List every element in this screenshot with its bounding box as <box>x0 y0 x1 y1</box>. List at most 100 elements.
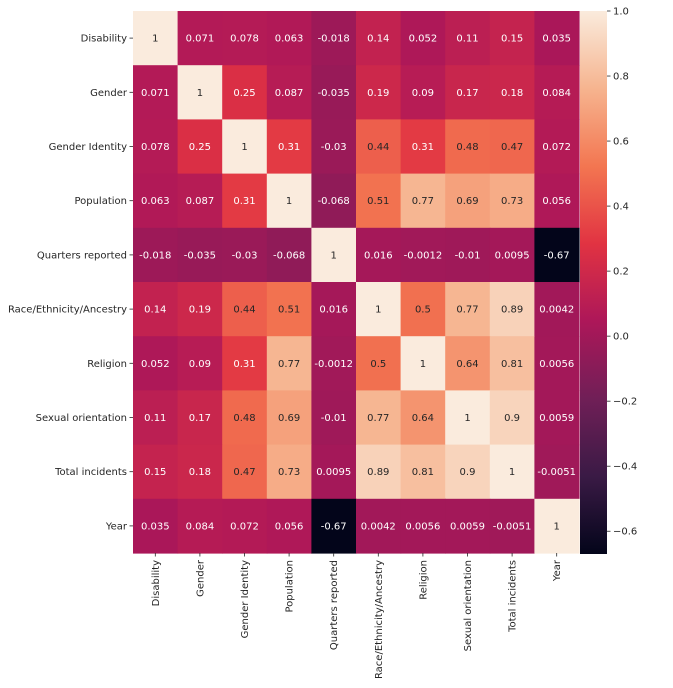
heatmap-cell <box>445 282 491 337</box>
y-tick-label: Total incidents <box>54 467 127 478</box>
heatmap-cell <box>177 282 223 337</box>
cell-value-label: 0.69 <box>278 413 300 424</box>
cell-value-label: 0.19 <box>367 88 389 99</box>
cell-value-label: -0.068 <box>273 250 305 261</box>
cell-value-label: 0.11 <box>144 413 166 424</box>
cell-value-label: -0.035 <box>184 250 216 261</box>
heatmap-cell <box>534 11 580 66</box>
heatmap-cell <box>133 390 179 446</box>
heatmap-cell <box>311 282 357 337</box>
heatmap-cell <box>489 11 535 66</box>
x-tick-label: Disability <box>151 560 162 606</box>
heatmap-cell <box>266 227 312 283</box>
heatmap-cell <box>133 119 179 175</box>
colorbar-tick-label: −0.2 <box>613 397 637 408</box>
heatmap-cell <box>222 119 268 175</box>
cell-value-label: 0.15 <box>501 34 523 45</box>
cell-value-label: 0.14 <box>367 34 389 45</box>
heatmap-cell <box>356 336 402 391</box>
cell-value-label: 1 <box>509 467 515 478</box>
x-tick-label: Gender <box>195 559 206 597</box>
cell-value-label: -0.0012 <box>314 359 353 370</box>
cell-value-label: 0.15 <box>144 467 166 478</box>
cell-value-label: 0.087 <box>186 196 215 207</box>
cell-value-label: -0.03 <box>232 250 258 261</box>
heatmap-cell <box>400 11 446 66</box>
heatmap-cell <box>445 390 491 446</box>
heatmap-cell <box>489 173 535 229</box>
y-tick-label: Disability <box>81 34 127 45</box>
heatmap-cell <box>445 444 491 500</box>
cell-value-label: 0.035 <box>141 521 170 532</box>
heatmap-cell <box>400 336 446 391</box>
cell-value-label: 0.51 <box>278 305 300 316</box>
cell-value-label: 0.0059 <box>539 413 574 424</box>
cell-value-label: 0.89 <box>367 467 389 478</box>
heatmap-cell <box>177 336 223 391</box>
cell-value-label: 0.47 <box>501 142 523 153</box>
heatmap-cell <box>534 498 580 554</box>
x-tick-label: Gender Identity <box>240 560 251 638</box>
heatmap-cell <box>222 11 268 66</box>
cell-value-label: 0.77 <box>412 196 434 207</box>
cell-value-label: 0.31 <box>412 142 434 153</box>
heatmap-cell <box>133 336 179 391</box>
colorbar-tick-label: −0.6 <box>613 527 637 538</box>
cell-value-label: -0.018 <box>318 34 350 45</box>
heatmap-cell <box>311 444 357 500</box>
x-tick-label: Total incidents <box>508 560 519 633</box>
heatmap-cell <box>222 65 268 120</box>
y-tick-label: Gender <box>90 88 128 99</box>
colorbar-ticks: −0.6 −0.4 −0.2 0.0 0.2 0.4 0.6 0.8 1.0 <box>607 7 637 538</box>
cell-value-label: 0.9 <box>504 413 520 424</box>
cell-value-label: 0.47 <box>233 467 255 478</box>
cell-value-label: 0.44 <box>367 142 389 153</box>
cell-value-label: 0.071 <box>141 88 170 99</box>
heatmap-cell <box>356 65 402 120</box>
heatmap-cell <box>177 65 223 120</box>
heatmap-cell <box>222 227 268 283</box>
heatmap-cell <box>445 227 491 283</box>
cell-value-label: 1 <box>241 142 247 153</box>
heatmap-cell <box>222 173 268 229</box>
cell-value-label: 1 <box>197 88 203 99</box>
heatmap-cell <box>311 390 357 446</box>
heatmap-cell <box>400 390 446 446</box>
cell-value-label: -0.67 <box>544 250 570 261</box>
cell-value-label: 0.64 <box>456 359 478 370</box>
cell-value-label: 0.063 <box>141 196 170 207</box>
cell-value-label: 0.5 <box>415 305 431 316</box>
cell-value-label: 0.81 <box>412 467 434 478</box>
cell-value-label: 0.64 <box>412 413 434 424</box>
heatmap-cell-labels: 1 0.071 0.078 0.063 -0.018 0.14 0.052 0.11 0.15 0… <box>139 34 576 533</box>
heatmap-cell <box>177 119 223 175</box>
cell-value-label: 0.73 <box>278 467 300 478</box>
heatmap-cell <box>400 173 446 229</box>
cell-value-label: 0.0059 <box>450 521 485 532</box>
cell-value-label: 0.09 <box>412 88 434 99</box>
heatmap-cell <box>400 227 446 283</box>
heatmap-cell <box>177 11 223 66</box>
heatmap-cell <box>489 119 535 175</box>
heatmap-cell <box>489 282 535 337</box>
heatmap-cell <box>356 227 402 283</box>
x-tick-label: Population <box>285 560 296 613</box>
colorbar-tick-label: 0.0 <box>613 332 629 343</box>
colorbar-tick-label: 1.0 <box>613 7 629 18</box>
cell-value-label: 0.31 <box>278 142 300 153</box>
x-tick-label: Quarters reported <box>329 560 340 650</box>
heatmap-cell <box>266 390 312 446</box>
heatmap-cell <box>222 282 268 337</box>
cell-value-label: 0.9 <box>460 467 476 478</box>
cell-value-label: 0.087 <box>275 88 304 99</box>
cell-value-label: 0.81 <box>501 359 523 370</box>
heatmap-cell <box>133 173 179 229</box>
colorbar-tick-label: 0.4 <box>613 202 629 213</box>
heatmap-cell <box>222 444 268 500</box>
cell-value-label: -0.018 <box>139 250 171 261</box>
cell-value-label: 0.016 <box>319 305 348 316</box>
y-tick-label: Race/Ethnicity/Ancestry <box>8 305 127 316</box>
heatmap-cell <box>133 444 179 500</box>
heatmap-cell <box>133 498 179 554</box>
heatmap-cell <box>489 336 535 391</box>
